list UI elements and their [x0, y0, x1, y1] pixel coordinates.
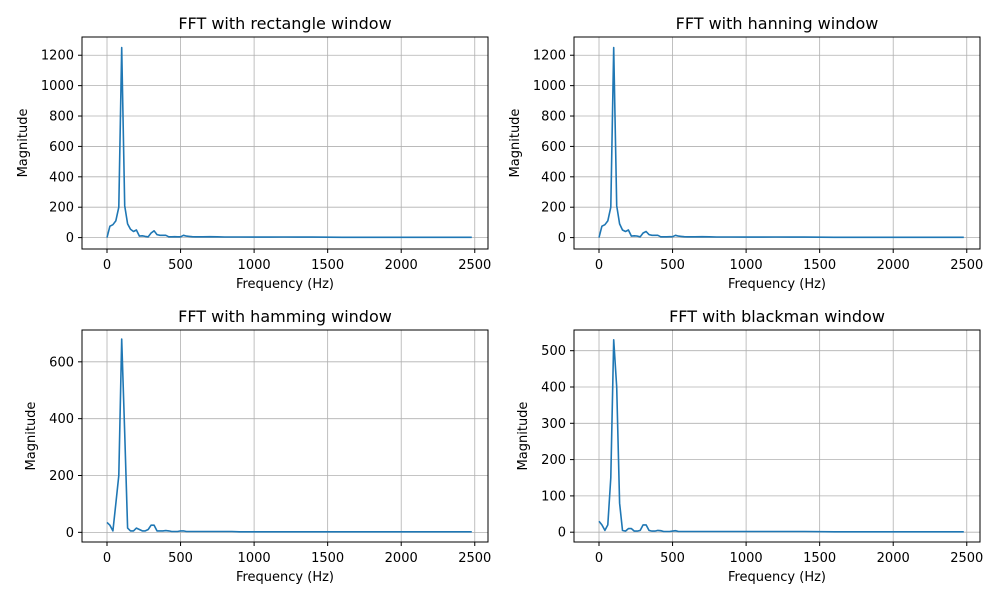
y-tick-label: 800: [49, 110, 74, 125]
y-tick-label: 800: [541, 110, 566, 125]
x-tick-label: 1500: [311, 551, 344, 566]
y-axis-label: Magnitude: [508, 109, 523, 178]
chart-title: FFT with blackman window: [669, 307, 885, 326]
y-tick-label: 500: [541, 344, 566, 359]
y-axis-label: Magnitude: [16, 109, 31, 178]
y-tick-label: 600: [49, 140, 74, 155]
y-tick-label: 0: [558, 231, 566, 246]
y-tick-label: 200: [49, 469, 74, 484]
x-tick-label: 1500: [803, 258, 836, 273]
chart-title: FFT with hamming window: [178, 307, 392, 326]
y-tick-label: 400: [49, 412, 74, 427]
x-tick-label: 2000: [385, 258, 418, 273]
series-line: [106, 46, 472, 239]
x-tick-label: 2500: [950, 258, 983, 273]
x-axis-label: Frequency (Hz): [728, 570, 826, 585]
subplot-3: 0 500 1000 1500 2000 2500 0 200 400 600 FFT with h…: [24, 307, 491, 585]
y-axis-label: Magnitude: [24, 402, 39, 471]
x-tick-label: 1500: [803, 551, 836, 566]
x-tick-label: 500: [660, 551, 685, 566]
y-tick-label: 1200: [533, 49, 566, 64]
chart-title: FFT with hanning window: [676, 14, 879, 33]
x-tick-label: 2500: [458, 258, 491, 273]
y-tick-label: 400: [541, 170, 566, 185]
y-tick-label: 1000: [533, 79, 566, 94]
x-tick-label: 2000: [877, 258, 910, 273]
subplot-1: 0 500 1000 1500 2000 2500 0 200 400 600 800 1000 120…: [16, 14, 492, 292]
x-tick-label: 2500: [458, 551, 491, 566]
subplot-2: 0 500 1000 1500 2000 2500 0 200 400 600 800 1000 120…: [508, 14, 984, 292]
x-tick-label: 1000: [238, 258, 271, 273]
y-tick-label: 400: [541, 380, 566, 395]
series-line: [598, 338, 964, 533]
y-tick-label: 0: [66, 231, 74, 246]
chart-title: FFT with rectangle window: [178, 14, 391, 33]
x-tick-label: 2000: [385, 551, 418, 566]
x-tick-label: 2500: [950, 551, 983, 566]
y-tick-label: 0: [558, 526, 566, 541]
x-tick-label: 0: [595, 551, 603, 566]
x-axis-label: Frequency (Hz): [236, 570, 334, 585]
x-tick-label: 1000: [730, 258, 763, 273]
y-tick-label: 400: [49, 170, 74, 185]
y-tick-label: 1000: [41, 79, 74, 94]
x-tick-label: 0: [103, 258, 111, 273]
y-axis-label: Magnitude: [516, 402, 531, 471]
y-tick-label: 100: [541, 489, 566, 504]
y-tick-label: 200: [49, 201, 74, 216]
y-tick-label: 300: [541, 417, 566, 432]
x-tick-label: 1000: [238, 551, 271, 566]
axes-frame: [573, 36, 981, 250]
subplot-4: 0 500 1000 1500 2000 2500 0 100 200 300 400 500 FFT …: [516, 307, 983, 585]
x-tick-label: 2000: [877, 551, 910, 566]
axes-frame: [573, 329, 981, 543]
y-tick-label: 600: [49, 355, 74, 370]
x-tick-label: 0: [595, 258, 603, 273]
axes-frame: [81, 329, 489, 543]
y-tick-label: 200: [541, 201, 566, 216]
x-tick-label: 500: [660, 258, 685, 273]
x-tick-label: 1000: [730, 551, 763, 566]
x-tick-label: 500: [168, 551, 193, 566]
x-tick-label: 1500: [311, 258, 344, 273]
x-axis-label: Frequency (Hz): [236, 277, 334, 292]
y-tick-label: 1200: [41, 49, 74, 64]
y-tick-label: 200: [541, 453, 566, 468]
x-tick-label: 0: [103, 551, 111, 566]
x-tick-label: 500: [168, 258, 193, 273]
series-line: [106, 338, 472, 533]
y-tick-label: 600: [541, 140, 566, 155]
axes-frame: [81, 36, 489, 250]
y-tick-label: 0: [66, 526, 74, 541]
series-line: [598, 46, 964, 239]
x-axis-label: Frequency (Hz): [728, 277, 826, 292]
